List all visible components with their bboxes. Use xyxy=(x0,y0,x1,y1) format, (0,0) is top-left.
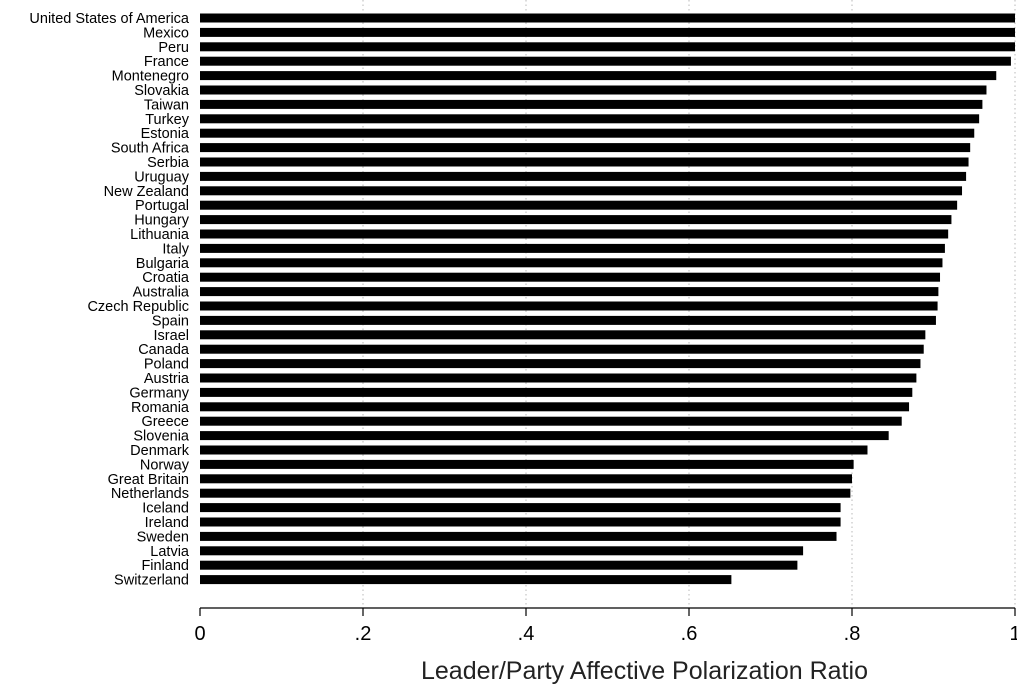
bar xyxy=(200,373,917,383)
category-label: United States of America xyxy=(29,11,190,27)
bar xyxy=(200,488,851,498)
bar xyxy=(200,517,841,527)
category-label: Sweden xyxy=(137,529,189,545)
category-label: Turkey xyxy=(145,112,190,128)
category-label: Austria xyxy=(144,371,190,387)
category-label: Australia xyxy=(133,285,190,301)
x-tick-label: .6 xyxy=(681,623,698,645)
category-label: Uruguay xyxy=(134,169,190,185)
category-label: Denmark xyxy=(130,443,190,459)
bar xyxy=(200,143,971,153)
category-label: Czech Republic xyxy=(87,299,189,315)
category-label: New Zealand xyxy=(104,184,189,200)
bar xyxy=(200,128,975,138)
bar xyxy=(200,272,941,282)
category-label: Norway xyxy=(140,457,190,473)
bar xyxy=(200,575,732,585)
category-label: Mexico xyxy=(143,25,189,41)
bar xyxy=(200,229,949,239)
bar xyxy=(200,387,913,397)
bar xyxy=(200,402,910,412)
category-label: Serbia xyxy=(147,155,190,171)
bar xyxy=(200,42,1015,52)
category-label: Latvia xyxy=(150,544,190,560)
category-label: Italy xyxy=(162,241,189,257)
category-label: Canada xyxy=(138,342,190,358)
category-label: Great Britain xyxy=(108,472,189,488)
x-axis-ticks: 0 .2 .4 .6 .8 1 xyxy=(194,608,1017,645)
bar xyxy=(200,85,987,95)
bar xyxy=(200,200,958,210)
bar xyxy=(200,13,1015,23)
category-label: Portugal xyxy=(135,198,189,214)
bar xyxy=(200,431,889,441)
bar xyxy=(200,186,963,196)
category-label: Bulgaria xyxy=(136,256,190,272)
x-tick-label: .8 xyxy=(844,623,861,645)
bar xyxy=(200,560,798,570)
bar xyxy=(200,330,926,340)
bar xyxy=(200,287,939,297)
bar xyxy=(200,71,997,81)
bar xyxy=(200,301,938,311)
bars xyxy=(200,13,1015,585)
category-label: Switzerland xyxy=(114,573,189,589)
category-label: Slovenia xyxy=(133,429,190,445)
category-label: South Africa xyxy=(111,141,190,157)
x-tick-label: .2 xyxy=(355,623,372,645)
bar xyxy=(200,243,945,253)
x-tick-label: .4 xyxy=(518,623,535,645)
bar xyxy=(200,359,921,369)
category-label: Hungary xyxy=(134,213,190,229)
category-label: Greece xyxy=(141,414,189,430)
bar xyxy=(200,215,952,225)
category-label: Slovakia xyxy=(134,83,190,99)
category-label: Ireland xyxy=(145,515,189,531)
category-label: Iceland xyxy=(142,501,189,517)
bar xyxy=(200,503,841,513)
bar xyxy=(200,315,936,325)
bar xyxy=(200,546,804,556)
bar xyxy=(200,171,967,181)
category-label: Peru xyxy=(158,40,189,56)
bar xyxy=(200,99,983,109)
category-label: Taiwan xyxy=(144,97,189,113)
bar xyxy=(200,114,980,124)
category-label: Poland xyxy=(144,357,189,373)
category-label: France xyxy=(144,54,189,70)
category-label: Israel xyxy=(154,328,189,344)
category-label: Spain xyxy=(152,313,189,329)
bar xyxy=(200,56,1011,66)
category-label: Lithuania xyxy=(130,227,190,243)
bar xyxy=(200,531,837,541)
x-tick-label: 1 xyxy=(1009,623,1017,645)
bar xyxy=(200,344,924,354)
bar xyxy=(200,416,902,426)
bar xyxy=(200,459,854,469)
category-label: Germany xyxy=(129,385,189,401)
bar xyxy=(200,445,868,455)
category-label: Netherlands xyxy=(111,486,189,502)
category-label: Romania xyxy=(131,400,190,416)
category-label: Montenegro xyxy=(112,69,189,85)
category-label: Croatia xyxy=(142,270,190,286)
bar xyxy=(200,157,969,167)
bar xyxy=(200,258,943,268)
category-label: Finland xyxy=(141,558,189,574)
category-labels: United States of AmericaMexicoPeruFrance… xyxy=(29,11,190,589)
category-label: Estonia xyxy=(141,126,190,142)
bar xyxy=(200,27,1015,37)
x-tick-label: 0 xyxy=(194,623,205,645)
bar xyxy=(200,474,852,484)
x-axis-title: Leader/Party Affective Polarization Rati… xyxy=(421,657,868,685)
